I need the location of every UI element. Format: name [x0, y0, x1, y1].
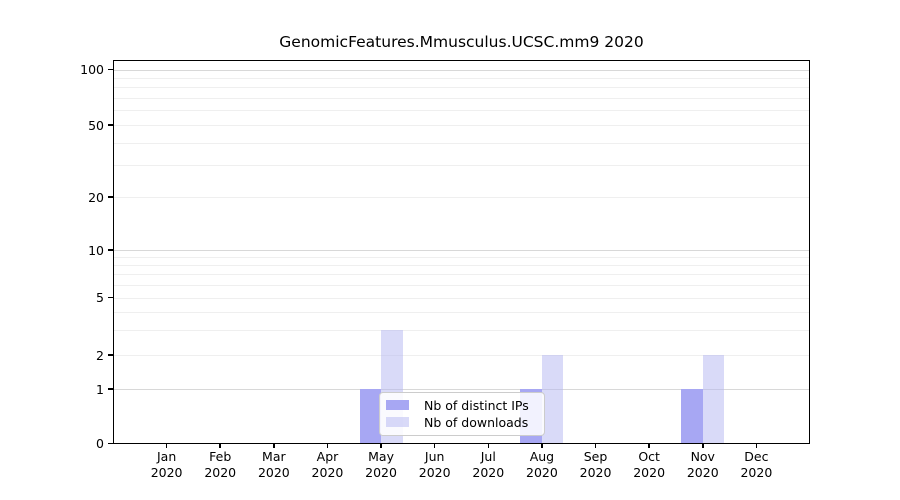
gridline-minor	[113, 197, 810, 198]
legend-item-downloads: Nb of downloads	[386, 414, 538, 431]
y-tick-label: 20	[88, 189, 104, 205]
x-tick-label: Apr 2020	[287, 449, 367, 481]
x-tick-year: 2020	[311, 465, 344, 480]
gridline-minor	[113, 311, 810, 313]
x-tick-year: 2020	[633, 465, 666, 480]
y-tick-label: 1	[96, 381, 104, 397]
gridline-major	[113, 389, 810, 390]
y-tick-mark	[107, 124, 113, 126]
bar-layer	[113, 60, 810, 444]
y-tick-mark	[107, 68, 113, 71]
gridline-minor	[113, 285, 810, 286]
x-tick-label: Jun 2020	[395, 449, 475, 481]
x-tick-mark	[380, 443, 382, 448]
x-tick-label: Nov 2020	[663, 449, 743, 481]
x-tick-mark	[433, 443, 436, 448]
gridline-minor	[113, 257, 810, 259]
x-tick-mark	[273, 443, 275, 448]
x-tick-mark	[165, 443, 168, 448]
x-tick-mark	[648, 443, 650, 448]
x-tick-year: 2020	[204, 465, 237, 480]
x-tick-mark	[594, 443, 597, 448]
x-tick-year: 2020	[579, 465, 612, 480]
x-tick-label: May 2020	[341, 449, 421, 481]
y-tick-label: 2	[96, 347, 104, 363]
legend-label-distinct-ips: Nb of distinct IPs	[424, 397, 529, 413]
gridline-minor	[113, 142, 810, 144]
x-tick-mark	[487, 443, 490, 448]
legend-swatch-downloads-icon	[386, 417, 409, 427]
y-tick-mark	[107, 388, 113, 390]
x-tick-year: 2020	[472, 465, 505, 480]
x-tick-mark	[702, 443, 704, 448]
x-tick-label: Oct 2020	[609, 449, 689, 481]
y-tick-label: 100	[80, 62, 104, 77]
bar-distinct-ips-may	[359, 389, 382, 444]
gridline-minor	[113, 355, 810, 356]
x-tick-year: 2020	[740, 465, 773, 480]
x-tick-label: Jul 2020	[448, 449, 528, 481]
gridline-minor	[113, 274, 810, 276]
gridline-minor	[113, 98, 810, 100]
x-tick-mark	[326, 443, 329, 448]
x-tick-mark	[219, 443, 221, 448]
gridline-minor	[113, 165, 810, 167]
gridline-minor	[113, 110, 810, 112]
x-tick-year: 2020	[686, 465, 719, 480]
y-tick-mark	[107, 442, 113, 445]
legend-label-downloads: Nb of downloads	[424, 414, 529, 430]
grid-layer	[113, 60, 810, 444]
bar-distinct-ips-nov	[681, 389, 703, 444]
legend: Nb of distinct IPs Nb of downloads	[379, 391, 545, 436]
y-tick-mark	[107, 296, 113, 299]
x-tick-year: 2020	[365, 465, 397, 480]
legend-swatch-distinct-ips-icon	[386, 400, 409, 410]
x-tick-year: 2020	[257, 465, 290, 480]
gridline-minor	[113, 87, 810, 89]
y-tick-mark	[107, 196, 113, 198]
legend-item-distinct-ips: Nb of distinct IPs	[386, 397, 538, 414]
gridline-minor	[113, 297, 810, 299]
bar-downloads-nov	[702, 355, 725, 444]
gridline-minor	[113, 265, 810, 267]
y-tick-label: 50	[88, 117, 104, 133]
plot-area: Nb of distinct IPs Nb of downloads	[113, 59, 810, 444]
x-tick-mark	[755, 443, 758, 448]
x-tick-year: 2020	[526, 465, 558, 480]
y-tick-label: 10	[88, 242, 104, 258]
x-tick-label: Feb 2020	[180, 449, 260, 481]
y-tick-label: 5	[96, 290, 104, 305]
x-tick-label: Jan 2020	[127, 449, 207, 481]
gridline-minor	[113, 77, 810, 79]
x-tick-year: 2020	[150, 465, 183, 480]
y-tick-label: 0	[96, 436, 104, 451]
bar-downloads-aug	[541, 355, 564, 444]
x-tick-label: Sep 2020	[556, 449, 636, 481]
y-tick-mark	[107, 354, 113, 356]
x-tick-year: 2020	[418, 465, 451, 480]
gridline-minor	[113, 329, 810, 331]
gridline-minor	[113, 125, 810, 126]
chart-title: GenomicFeatures.Mmusculus.UCSC.mm9 2020	[279, 33, 644, 51]
x-tick-label: Mar 2020	[234, 449, 314, 481]
x-tick-mark	[541, 443, 543, 448]
y-tick-mark	[107, 249, 113, 251]
gridline-major	[113, 69, 810, 71]
x-tick-label: Dec 2020	[716, 449, 796, 481]
x-tick-label: Aug 2020	[502, 449, 582, 481]
gridline-major	[113, 250, 810, 251]
